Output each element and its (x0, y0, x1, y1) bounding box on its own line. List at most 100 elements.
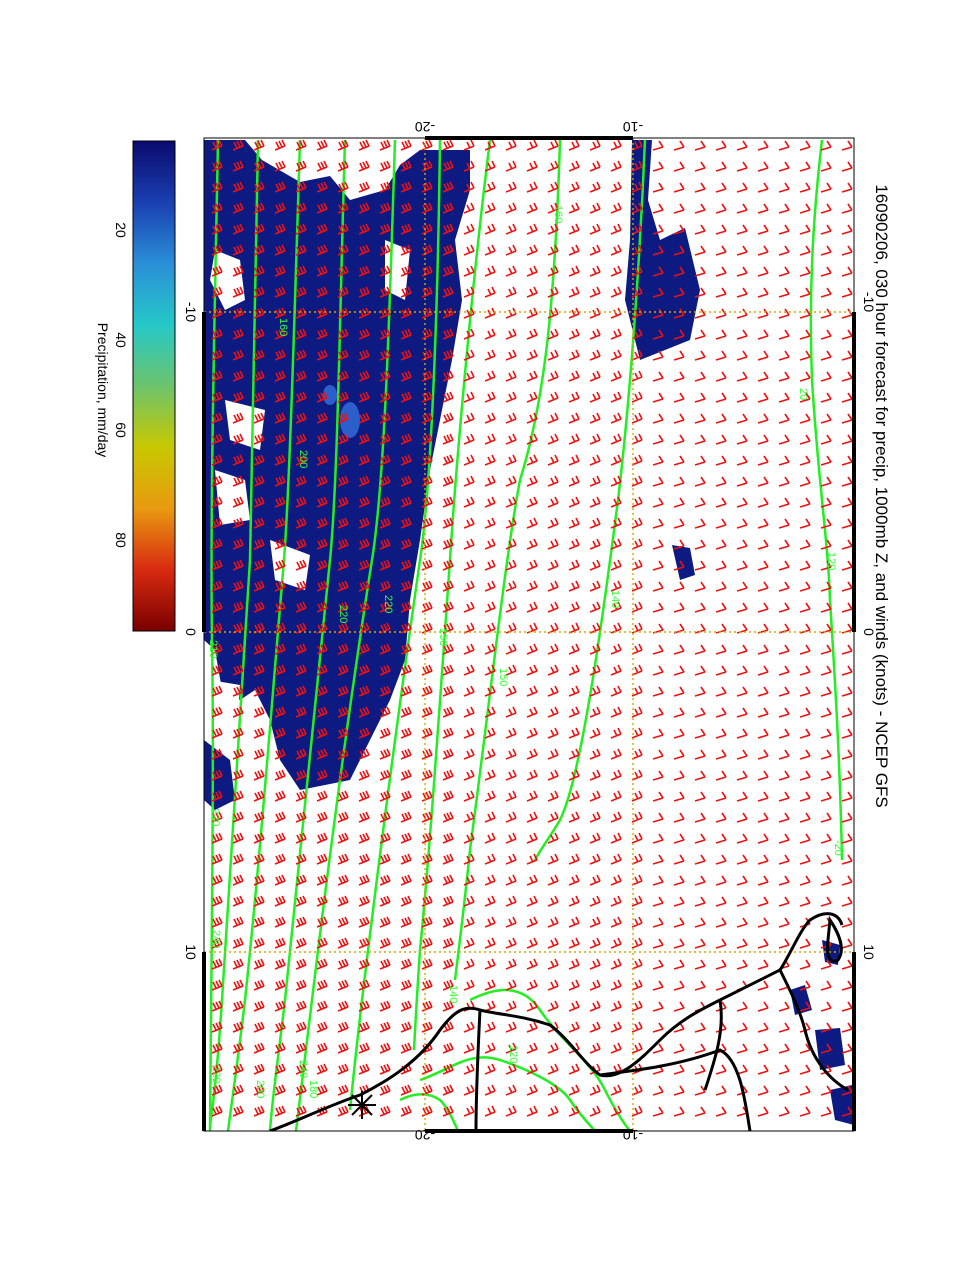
wind-barb (694, 728, 706, 739)
wind-barb (358, 937, 370, 949)
wind-barb (463, 769, 475, 781)
wind-barb (799, 308, 811, 319)
coastlines (269, 912, 849, 1131)
wind-barb (316, 895, 328, 907)
wind-barb (841, 833, 853, 844)
wind-barb (484, 601, 496, 613)
wind-barb (694, 980, 706, 991)
wind-barb (757, 266, 769, 277)
wind-barb (778, 833, 790, 844)
wind-barb (442, 433, 454, 445)
wind-barb (631, 1021, 643, 1033)
wind-barb (673, 749, 685, 760)
wind-barb (694, 770, 706, 781)
wind-barb (820, 875, 832, 886)
wind-barb (736, 917, 748, 928)
contour-line (226, 139, 302, 1131)
wind-barb (421, 790, 433, 802)
wind-barb (463, 223, 475, 235)
wind-barb (526, 811, 538, 823)
wind-barb (400, 685, 412, 697)
wind-barb (505, 727, 517, 739)
wind-barb (757, 182, 769, 193)
wind-barb (589, 1105, 601, 1117)
wind-barb (400, 790, 412, 802)
wind-barb (547, 223, 559, 235)
wind-barb (820, 581, 832, 592)
wind-barb (778, 1022, 790, 1033)
wind-barb (799, 812, 811, 823)
wind-barb (505, 517, 517, 529)
wind-barb (232, 1063, 244, 1075)
wind-barb (799, 602, 811, 613)
wind-barb (505, 412, 517, 424)
height-contours (208, 139, 844, 1131)
border (778, 969, 849, 1092)
wind-barb (505, 223, 517, 235)
wind-barb (841, 392, 853, 403)
wind-barb (589, 601, 601, 613)
wind-barb (337, 370, 349, 382)
wind-barb (673, 329, 685, 340)
wind-barb (841, 161, 853, 172)
contour-line (268, 139, 347, 1131)
wind-barb (673, 518, 685, 529)
wind-barb (463, 538, 475, 550)
wind-barb (400, 496, 412, 508)
wind-barb (505, 580, 517, 592)
wind-barb (295, 349, 307, 361)
wind-barb (358, 433, 370, 445)
wind-barb (694, 602, 706, 613)
wind-barb (316, 643, 328, 655)
wind-barb (337, 895, 349, 907)
wind-barb (421, 370, 433, 382)
wind-barb (673, 896, 685, 907)
wind-barb (337, 1063, 349, 1075)
wind-barb (841, 581, 853, 592)
wind-barb (820, 980, 832, 991)
wind-barb (778, 224, 790, 235)
wind-barb (715, 392, 727, 403)
wind-barb (295, 223, 307, 235)
wind-barb (673, 434, 685, 445)
wind-barb (358, 160, 370, 172)
wind-barb (253, 937, 265, 949)
wind-barb (652, 875, 664, 886)
wind-barb (400, 643, 412, 655)
wind-barb (547, 832, 559, 844)
wind-barb (316, 727, 328, 739)
wind-barb (337, 244, 349, 256)
wind-barb (778, 812, 790, 823)
wind-barb (505, 328, 517, 340)
wind-barb (400, 748, 412, 760)
wind-barb (316, 244, 328, 256)
contour-label: 210 (207, 640, 219, 658)
wind-barb (841, 1043, 853, 1054)
wind-barb (652, 203, 664, 214)
wind-barb (778, 728, 790, 739)
wind-barb (736, 1043, 748, 1054)
wind-barb (526, 160, 538, 172)
wind-barb (631, 181, 643, 193)
wind-barb (253, 706, 265, 718)
wind-barb (694, 182, 706, 193)
wind-barb (337, 307, 349, 319)
wind-barb (820, 518, 832, 529)
wind-barb (568, 307, 580, 319)
wind-barb (841, 1001, 853, 1012)
wind-barb (337, 265, 349, 277)
wind-barb (253, 160, 265, 172)
wind-barb (274, 580, 286, 592)
precip-core-2 (323, 385, 337, 405)
wind-barb (568, 160, 580, 172)
wind-barb (757, 140, 769, 151)
wind-barb (736, 224, 748, 235)
wind-barb (253, 769, 265, 781)
wind-barb (841, 560, 853, 571)
wind-barb (820, 266, 832, 277)
wind-barb (400, 475, 412, 487)
wind-barb (463, 370, 475, 382)
wind-barb (526, 517, 538, 529)
wind-barb (211, 1021, 223, 1033)
wind-barb (736, 791, 748, 802)
